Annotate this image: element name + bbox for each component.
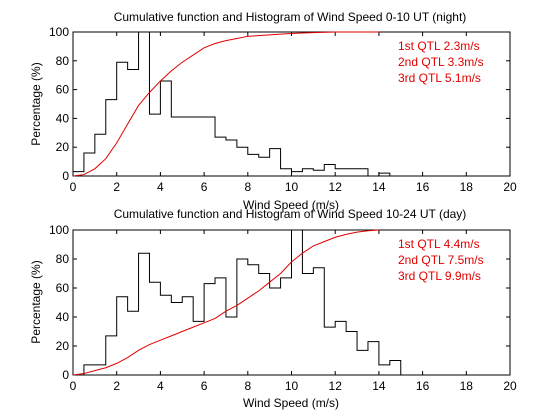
cumulative-series <box>72 31 379 177</box>
y-tick-label: 20 <box>56 339 70 353</box>
x-tick-label: 6 <box>201 379 208 393</box>
quartile-annotation: 2nd QTL 7.5m/s <box>398 253 484 267</box>
y-axis-label: Percentage (%) <box>29 260 43 343</box>
x-tick-label: 0 <box>70 180 77 194</box>
histogram-series <box>72 31 401 177</box>
x-tick-label: 8 <box>244 379 251 393</box>
x-tick-label: 4 <box>157 379 164 393</box>
cumulative-series <box>72 229 379 376</box>
y-tick-label: 40 <box>56 111 70 125</box>
x-tick-label: 2 <box>113 379 120 393</box>
plot-area: 0 2 4 6 8 10 12 14 16 18 20 0 20 40 60 80 100 1st QTL 4.4… <box>49 223 517 393</box>
y-tick-label: 80 <box>56 54 70 68</box>
x-tick-label: 12 <box>329 379 343 393</box>
x-tick-label: 0 <box>70 379 77 393</box>
quartile-annotation: 2nd QTL 3.3m/s <box>398 55 484 69</box>
x-tick-label: 8 <box>244 180 251 194</box>
x-tick-label: 6 <box>201 180 208 194</box>
y-tick-label: 40 <box>56 310 70 324</box>
x-tick-label: 20 <box>503 180 517 194</box>
y-axis-label: Percentage (%) <box>29 62 43 145</box>
x-tick-label: 4 <box>157 180 164 194</box>
quartile-annotation: 3rd QTL 5.1m/s <box>398 71 481 85</box>
y-tick-label: 80 <box>56 252 70 266</box>
y-tick-label: 20 <box>56 140 70 154</box>
quartile-annotation: 3rd QTL 9.9m/s <box>398 269 481 283</box>
quartile-annotation: 1st QTL 2.3m/s <box>398 39 480 53</box>
chart-night: Cumulative function and Histogram of Win… <box>29 10 517 212</box>
x-axis-label: Wind Speed (m/s) <box>243 396 339 410</box>
x-tick-label: 10 <box>285 379 299 393</box>
quartile-annotation: 1st QTL 4.4m/s <box>398 237 480 251</box>
y-tick-label: 0 <box>62 368 69 382</box>
x-tick-label: 18 <box>460 379 474 393</box>
x-axis-label: Wind Speed (m/s) <box>243 198 339 212</box>
y-tick-label: 0 <box>62 169 69 183</box>
x-tick-label: 16 <box>416 379 430 393</box>
chart-day: Cumulative function and Histogram of Win… <box>29 207 517 410</box>
x-tick-label: 2 <box>113 180 120 194</box>
x-tick-label: 10 <box>285 180 299 194</box>
y-tick-label: 60 <box>56 281 70 295</box>
plot-area: 0 2 4 6 8 10 12 14 16 18 20 0 20 40 60 80 100 1st QTL 2.3… <box>49 25 517 194</box>
y-tick-label: 60 <box>56 83 70 97</box>
x-tick-label: 16 <box>416 180 430 194</box>
x-tick-label: 12 <box>329 180 343 194</box>
y-tick-label: 100 <box>49 223 69 237</box>
x-tick-label: 14 <box>372 379 386 393</box>
x-tick-label: 18 <box>460 180 474 194</box>
histogram-series <box>73 229 402 376</box>
y-tick-label: 100 <box>49 25 69 39</box>
axes-box <box>72 31 511 177</box>
chart-title: Cumulative function and Histogram of Win… <box>114 207 467 221</box>
x-tick-label: 14 <box>372 180 386 194</box>
x-tick-label: 20 <box>503 379 517 393</box>
chart-title: Cumulative function and Histogram of Win… <box>114 10 467 24</box>
